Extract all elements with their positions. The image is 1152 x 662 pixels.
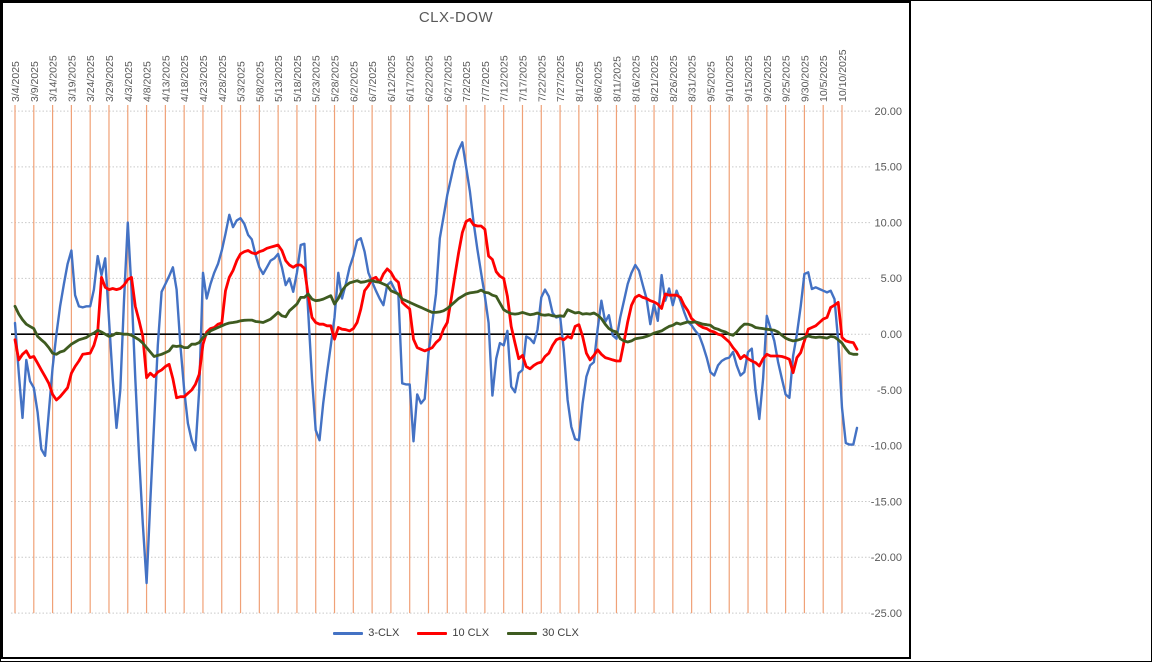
x-tick-label: 6/22/2025: [424, 55, 436, 102]
x-tick-label: 3/4/2025: [10, 61, 22, 102]
series-line-10-clx: [13, 217, 859, 402]
x-tick-label: 6/12/2025: [386, 55, 398, 102]
x-tick-label: 7/12/2025: [499, 55, 511, 102]
vertical-gridlines: [14, 105, 843, 614]
x-tick-label: 8/1/2025: [574, 61, 586, 102]
x-tick-label: 7/22/2025: [536, 55, 548, 102]
x-tick-label: 3/19/2025: [66, 55, 78, 102]
x-tick-label: 8/31/2025: [687, 55, 699, 102]
legend-label: 10 CLX: [452, 627, 490, 639]
x-tick-label: 7/27/2025: [555, 55, 567, 102]
series-line-3-clx: [13, 141, 859, 585]
x-tick-label: 8/11/2025: [611, 56, 623, 102]
legend-label: 3-CLX: [368, 627, 400, 639]
legend-item-10-clx: 10 CLX: [417, 627, 489, 639]
y-tick-label: -10.00: [871, 441, 902, 453]
legend-swatch: [417, 631, 448, 635]
x-tick-label: 3/14/2025: [48, 55, 60, 102]
x-tick-label: 4/23/2025: [198, 55, 210, 102]
x-tick-label: 4/8/2025: [142, 61, 154, 102]
x-tick-label: 5/18/2025: [292, 55, 304, 102]
x-tick-label: 9/15/2025: [743, 55, 755, 102]
x-tick-label: 5/23/2025: [311, 55, 323, 102]
x-tick-label: 5/3/2025: [236, 61, 248, 102]
x-tick-label: 4/3/2025: [123, 61, 135, 102]
x-tick-label: 5/28/2025: [330, 55, 342, 102]
y-tick-label: 15.00: [874, 162, 902, 174]
x-tick-label: 4/18/2025: [179, 55, 191, 102]
x-tick-label: 9/10/2025: [724, 55, 736, 102]
x-tick-label: 8/6/2025: [593, 61, 605, 102]
y-tick-label: -5.00: [877, 385, 902, 397]
x-tick-label: 7/2/2025: [461, 61, 473, 102]
x-tick-label: 7/17/2025: [517, 55, 529, 102]
x-tick-label: 6/27/2025: [442, 55, 454, 102]
chart-container: 20.00 15.00 10.00 5.00 0.00 -5.00 -10.00 -15.00…: [1, 1, 911, 659]
chart-title: CLX-DOW: [418, 9, 494, 26]
x-tick-label: 5/13/2025: [273, 55, 285, 102]
y-tick-label: -25.00: [871, 608, 902, 620]
x-tick-label: 6/7/2025: [367, 61, 379, 102]
y-tick-label: -20.00: [871, 552, 902, 564]
legend-swatch: [507, 631, 538, 635]
chart-border: [1, 1, 911, 659]
legend-item-30-clx: 30 CLX: [507, 627, 579, 639]
x-tick-label: 8/26/2025: [668, 55, 680, 102]
x-tick-label: 9/25/2025: [781, 55, 793, 102]
horizontal-gridlines: [11, 110, 870, 614]
x-tick-label: 8/21/2025: [649, 55, 661, 102]
x-tick-label: 9/5/2025: [705, 61, 717, 102]
legend-swatch: [333, 631, 364, 635]
y-tick-label: 20.00: [874, 106, 902, 118]
x-axis-labels: 3/4/2025 3/9/2025 3/14/2025 3/19/2025 3/24/2…: [10, 49, 849, 102]
x-tick-label: 3/9/2025: [29, 61, 41, 102]
plot-area: 20.00 15.00 10.00 5.00 0.00 -5.00 -10.00 -15.00…: [1, 1, 911, 659]
x-tick-label: 10/5/2025: [818, 55, 830, 102]
x-tick-label: 3/29/2025: [104, 55, 116, 102]
y-axis-labels: 20.00 15.00 10.00 5.00 0.00 -5.00 -10.00 -15.00…: [871, 106, 902, 620]
y-tick-label: 5.00: [881, 273, 902, 285]
y-tick-label: 0.00: [881, 329, 902, 341]
y-tick-label: -15.00: [871, 496, 902, 508]
x-tick-label: 7/7/2025: [480, 61, 492, 102]
x-tick-label: 8/16/2025: [630, 55, 642, 102]
x-tick-label: 9/30/2025: [799, 55, 811, 102]
x-tick-label: 4/28/2025: [217, 55, 229, 102]
x-tick-label: 4/13/2025: [160, 55, 172, 102]
x-tick-label: 3/24/2025: [85, 55, 97, 102]
x-tick-label: 6/2/2025: [348, 61, 360, 102]
chart-legend: 3-CLX 10 CLX 30 CLX: [1, 627, 911, 639]
x-tick-label: 5/8/2025: [254, 61, 266, 102]
legend-item-3-clx: 3-CLX: [333, 627, 399, 639]
x-tick-label: 6/17/2025: [405, 55, 417, 102]
legend-label: 30 CLX: [542, 627, 579, 639]
x-tick-label: 10/10/2025: [837, 49, 849, 102]
y-tick-label: 10.00: [874, 217, 902, 229]
x-tick-label: 9/20/2025: [762, 55, 774, 102]
series-line-30-clx: [13, 279, 859, 358]
